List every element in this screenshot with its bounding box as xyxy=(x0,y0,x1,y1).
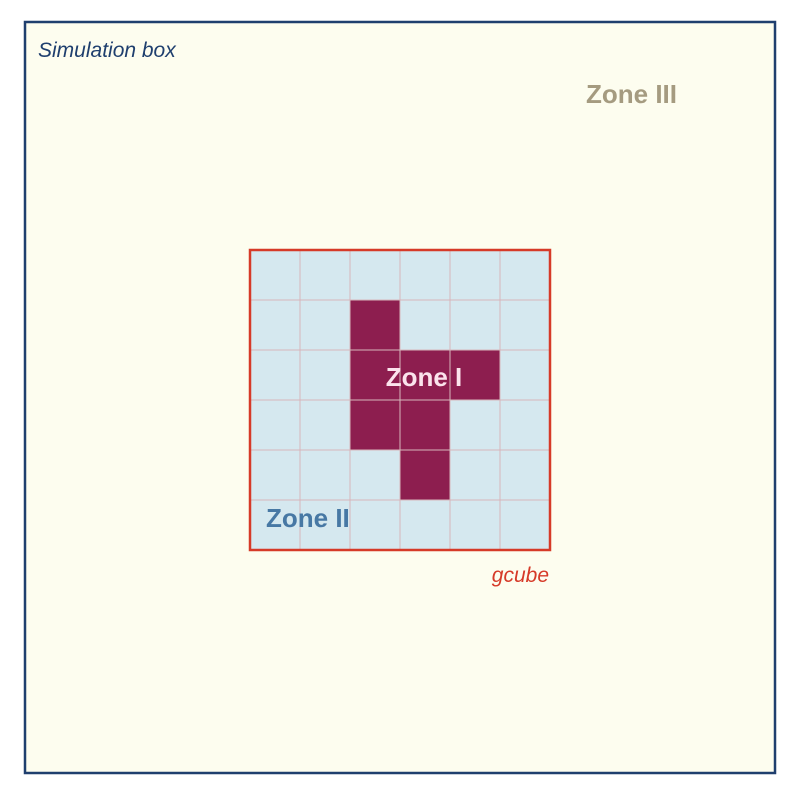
zone-two-label: Zone II xyxy=(266,503,350,533)
zone-one-cell xyxy=(350,300,400,350)
gcube-label: gcube xyxy=(492,564,549,587)
zone-one-label: Zone I xyxy=(386,362,463,392)
zone-three-label: Zone III xyxy=(586,79,677,109)
zone-one-cell xyxy=(350,400,400,450)
zone-one-cell xyxy=(400,450,450,500)
simulation-box-label: Simulation box xyxy=(38,39,177,62)
zone-one-cell xyxy=(400,400,450,450)
